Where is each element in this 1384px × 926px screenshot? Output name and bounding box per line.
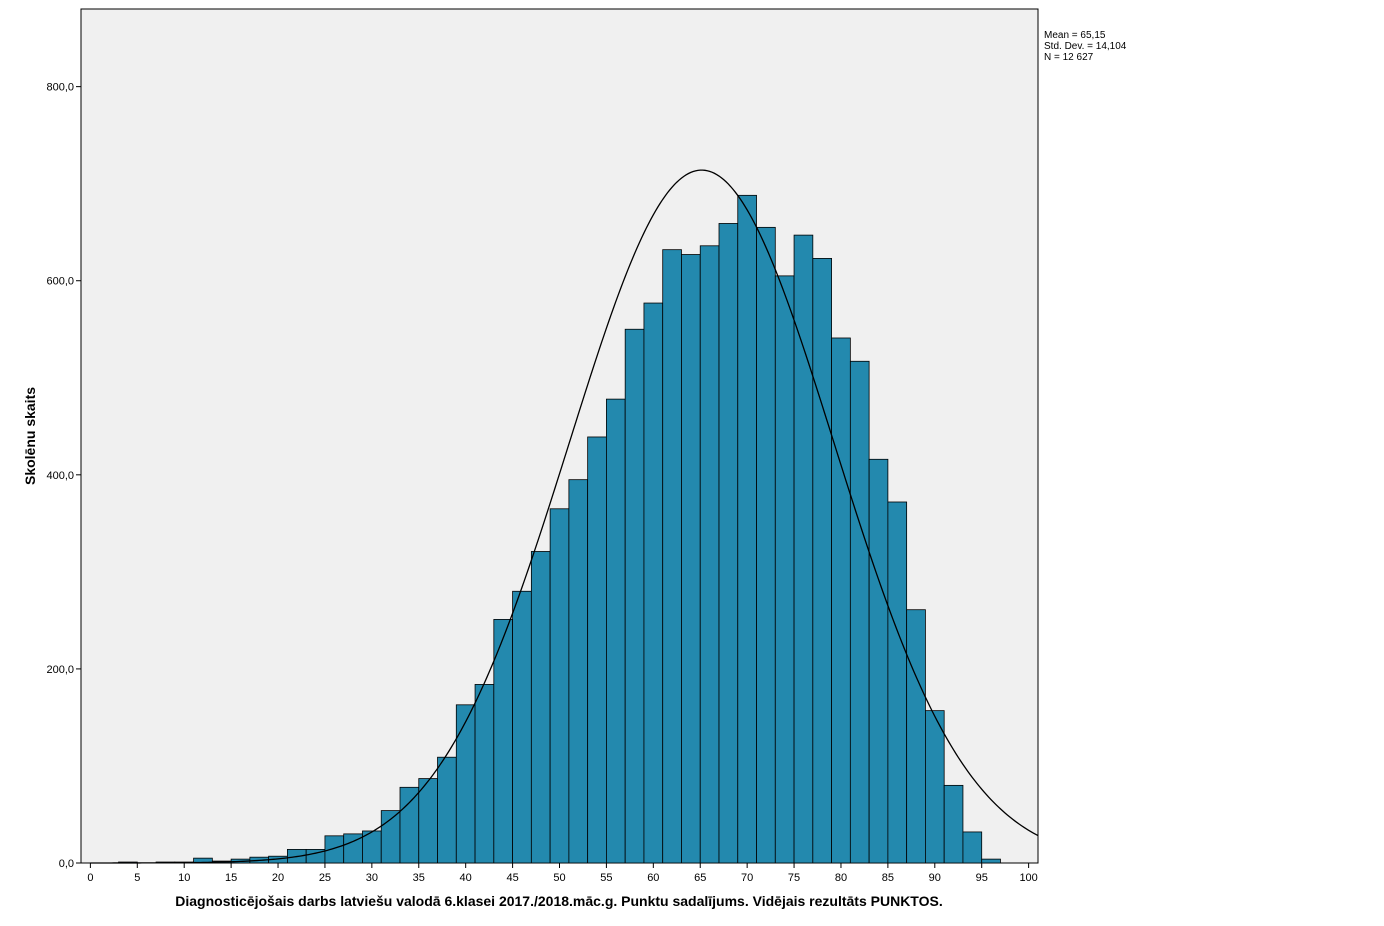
histogram-bar [662,249,682,864]
x-tick-label: 40 [460,872,472,884]
y-tick-label: 200,0 [46,664,74,676]
x-tick-label: 35 [413,872,425,884]
x-tick-label: 90 [929,872,941,884]
histogram-bar [568,479,589,864]
y-tick-label: 400,0 [46,470,74,482]
x-tick-label: 75 [788,872,800,884]
histogram-bar [812,258,832,864]
histogram-bar [512,590,532,864]
histogram-bar [718,223,739,864]
x-tick-label: 80 [835,872,847,884]
bars-group [118,194,1001,864]
x-tick-label: 20 [272,872,284,884]
histogram-bar [530,551,551,864]
histogram-bar [699,245,720,864]
histogram-bar [587,436,607,864]
histogram-bar [849,360,870,864]
histogram-bar [474,684,495,864]
mean-label: Mean = 65,15 [1044,30,1106,41]
histogram-bar [418,778,438,864]
x-tick-label: 25 [319,872,331,884]
y-axis-title: Skolēnu skaits [22,387,38,485]
x-tick-label: 0 [87,872,93,884]
x-tick-label: 45 [506,872,518,884]
histogram-bar [643,302,664,864]
histogram-bar [549,508,570,864]
x-tick-label: 5 [134,872,140,884]
histogram-bar [887,501,908,864]
histogram-bar [925,710,945,864]
x-tick-label: 55 [600,872,612,884]
n-label: N = 12 627 [1044,52,1094,63]
x-tick-label: 95 [976,872,988,884]
y-tick-label: 600,0 [46,276,74,288]
std-dev-label: Std. Dev. = 14,104 [1044,41,1127,52]
normal-curve [90,169,1039,864]
x-tick-label: 65 [694,872,706,884]
x-tick-label: 50 [553,872,565,884]
histogram-bar [774,275,795,864]
x-tick-label: 70 [741,872,753,884]
histogram-bar [455,704,476,864]
x-tick-label: 15 [225,872,237,884]
histogram-bar [943,784,964,864]
y-axis: 0,0 200,0 400,0 600,0 800,0 [46,82,81,870]
histogram-bar [737,194,757,864]
x-tick-label: 30 [366,872,378,884]
x-tick-label: 10 [178,872,190,884]
histogram-bar [606,398,626,864]
histogram-bar [681,254,701,864]
histogram-bar [399,786,420,864]
y-tick-label: 0,0 [59,858,74,870]
x-axis: 0 5 10 15 20 25 30 35 40 45 50 55 60 65 70 75 80 85 90 95 10… [87,863,1038,884]
histogram-bar [906,609,926,864]
statistics-box: Mean = 65,15 Std. Dev. = 14,104 N = 12 6… [1044,30,1126,63]
x-axis-title: Diagnosticējošais darbs latviešu valodā … [175,893,942,909]
histogram-bar [324,835,345,864]
histogram-bar [868,458,889,864]
histogram-bar [831,337,851,864]
histogram-bar [624,328,645,864]
histogram-bar [437,756,457,864]
y-tick-label: 800,0 [46,82,74,94]
histogram-bar [981,858,1001,864]
x-tick-label: 100 [1019,872,1037,884]
histogram-bar [756,226,776,864]
x-tick-label: 85 [882,872,894,884]
histogram-bar [962,831,983,864]
x-tick-label: 60 [647,872,659,884]
